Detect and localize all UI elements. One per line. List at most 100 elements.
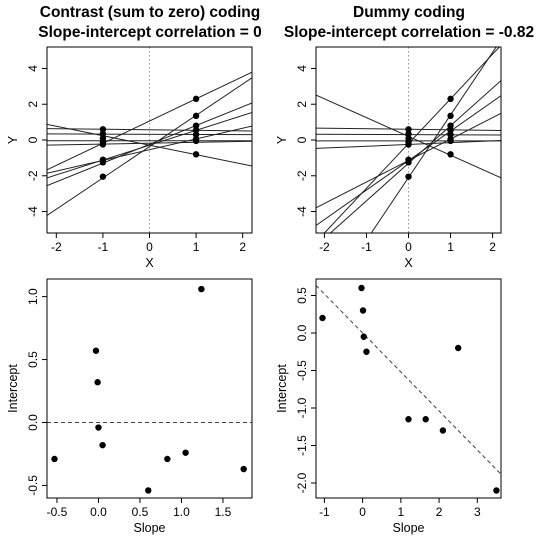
x-tick-label: 2 [489, 240, 496, 254]
x-axis-label: Slope [393, 521, 425, 535]
y-tick-label: 0 [295, 136, 309, 143]
data-point [405, 416, 412, 423]
data-point [447, 151, 454, 158]
data-point [99, 173, 107, 180]
x-tick-label: -1 [361, 240, 372, 254]
data-point [198, 285, 205, 293]
series-line [47, 71, 252, 171]
data-point [493, 487, 500, 494]
series-line [47, 77, 252, 216]
data-point [363, 348, 370, 355]
data-point [447, 137, 454, 145]
y-tick-label: -1.5 [295, 435, 309, 456]
x-tick-label: 0 [146, 240, 153, 254]
x-tick-label: 1 [193, 240, 200, 254]
data-point [405, 173, 412, 180]
data-point [422, 416, 429, 423]
data-point [360, 333, 367, 340]
data-point [405, 126, 412, 133]
plot-area [316, 284, 501, 494]
y-tick-label: -2 [26, 170, 40, 181]
panel-2: Dummy coding Slope-intercept correlation … [275, 4, 534, 270]
data-point [447, 131, 454, 138]
y-axis-label: Intercept [6, 364, 20, 413]
x-tick-label: -0.5 [47, 505, 68, 519]
data-point [447, 126, 454, 134]
x-tick-label: 0.0 [90, 505, 107, 519]
y-tick-label: 0.0 [26, 414, 40, 431]
data-point [192, 151, 200, 158]
reference-line [316, 285, 501, 475]
y-tick-label: 0.5 [295, 287, 309, 304]
y-tick-label: 2 [26, 101, 40, 108]
data-point [94, 379, 101, 386]
series-line [47, 133, 252, 136]
x-axis-label: X [404, 256, 413, 270]
x-tick-label: -2 [51, 240, 62, 254]
y-tick-label: -4 [26, 206, 40, 217]
panel-title: Contrast (sum to zero) coding [40, 4, 260, 21]
x-tick-label: 2 [436, 505, 443, 519]
y-tick-label: 2 [295, 101, 309, 108]
data-point [192, 126, 200, 134]
y-tick-label: -2 [295, 170, 309, 181]
panel-1: Contrast (sum to zero) coding Slope-inter… [6, 4, 262, 270]
panel-title: Dummy coding [353, 4, 465, 21]
plot-frame [315, 278, 502, 499]
panel-subtitle: Slope-intercept correlation = 0 [38, 24, 262, 41]
x-tick-label: 0.5 [132, 505, 149, 519]
data-point [439, 427, 447, 434]
y-tick-label: 1.0 [26, 288, 40, 305]
panel-subtitle: Slope-intercept correlation = -0.82 [284, 24, 534, 41]
x-tick-label: 3 [474, 505, 481, 519]
data-point [99, 159, 107, 166]
data-point [99, 141, 107, 148]
data-point [405, 141, 412, 148]
x-tick-label: 0 [359, 505, 366, 519]
y-tick-label: 4 [295, 65, 309, 72]
y-axis-label: Y [6, 135, 20, 144]
series-line [47, 140, 252, 146]
y-axis-label: Intercept [275, 364, 289, 413]
x-axis-label: X [145, 256, 154, 270]
x-tick-label: 1.5 [215, 505, 232, 519]
data-point [51, 455, 58, 463]
y-tick-label: -0.5 [26, 475, 40, 496]
x-tick-label: 1 [447, 240, 454, 254]
y-axis-label: Y [275, 135, 289, 144]
series-line [47, 125, 252, 174]
series-line [47, 128, 252, 132]
x-tick-label: -1 [98, 240, 109, 254]
y-tick-label: -4 [295, 206, 309, 217]
data-point [164, 455, 171, 463]
data-point [192, 137, 200, 145]
series-line [47, 102, 252, 187]
x-tick-label: 1 [398, 505, 405, 519]
y-tick-label: 0.0 [295, 324, 309, 341]
y-tick-label: 0.5 [26, 351, 40, 368]
data-point [99, 130, 107, 137]
data-point [192, 122, 200, 129]
data-point [358, 284, 365, 292]
y-tick-label: -0.5 [295, 360, 309, 381]
x-tick-label: -1 [319, 505, 330, 519]
data-point [359, 307, 367, 314]
data-point [95, 424, 102, 431]
y-tick-label: -2.0 [295, 472, 309, 493]
data-point [192, 95, 200, 103]
panel-4: -1 0 1 2 3 -2.0 -1.5 -1.0 -0.5 0.0 0.5 Slope Interce… [275, 278, 502, 535]
data-point [99, 126, 107, 133]
data-point [405, 130, 412, 137]
y-tick-label: 0 [26, 136, 40, 143]
data-point [405, 159, 412, 166]
data-point [92, 347, 100, 354]
x-axis-label: Slope [134, 521, 166, 535]
x-tick-label: 1.0 [173, 505, 190, 519]
data-point [454, 344, 462, 352]
panel-3: -0.5 0.0 0.5 1.0 1.5 -0.5 0.0 0.5 1.0 Slope Interc… [6, 278, 253, 535]
data-point [240, 465, 247, 473]
plot-area [47, 285, 252, 494]
data-point [447, 112, 454, 120]
data-point [447, 122, 454, 129]
